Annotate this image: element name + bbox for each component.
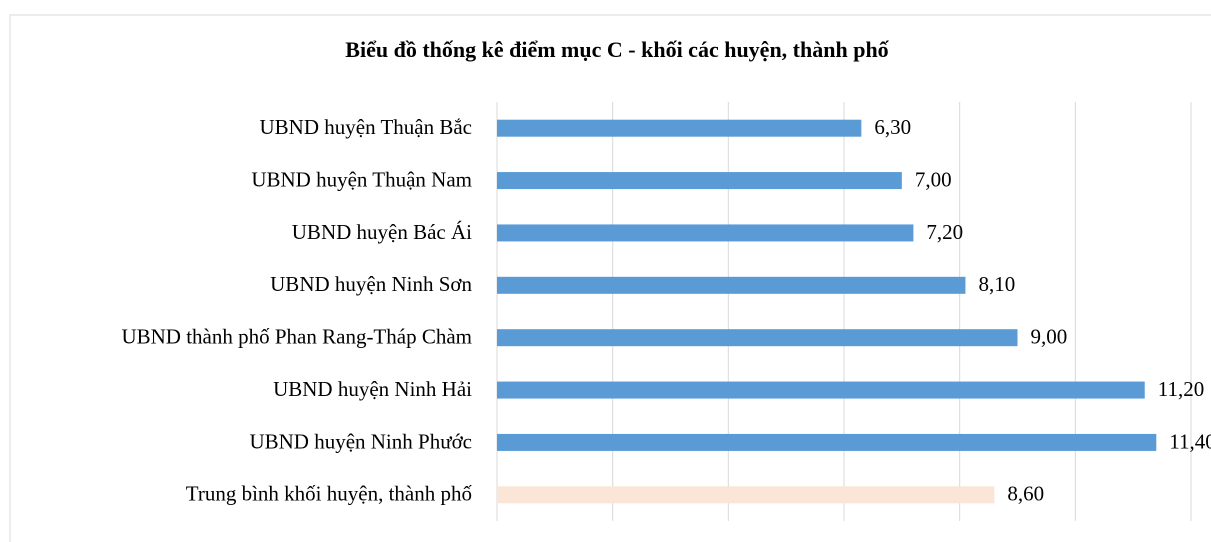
data-label: 8,10: [978, 272, 1015, 296]
bar: [497, 433, 1157, 451]
bar: [497, 119, 862, 137]
y-tick-label: UBND huyện Thuận Nam: [251, 167, 472, 191]
data-label: 7,20: [926, 220, 963, 244]
data-label: 7,00: [915, 167, 952, 191]
y-tick-label: UBND huyện Ninh Sơn: [270, 272, 472, 296]
bar: [497, 276, 966, 294]
y-tick-label: Trung bình khối huyện, thành phố: [186, 482, 473, 506]
data-label: 6,30: [874, 115, 911, 139]
data-label: 8,60: [1007, 482, 1044, 506]
data-label: 9,00: [1031, 325, 1068, 349]
bar: [497, 486, 995, 504]
y-tick-label: UBND huyện Ninh Hải: [273, 377, 472, 401]
y-tick-label: UBND thành phố Phan Rang-Tháp Chàm: [121, 325, 472, 349]
y-tick-label: UBND huyện Thuận Bắc: [260, 115, 473, 139]
bar: [497, 172, 902, 190]
bar: [497, 224, 914, 242]
data-label: 11,20: [1158, 377, 1204, 401]
y-tick-label: UBND huyện Bác Ái: [292, 220, 472, 244]
y-tick-label: UBND huyện Ninh Phước: [249, 429, 472, 453]
bar: [497, 329, 1018, 347]
data-label: 11,40: [1169, 429, 1211, 453]
bar: [497, 381, 1145, 399]
chart-title: Biểu đồ thống kê điểm mục C - khối các h…: [345, 37, 889, 62]
